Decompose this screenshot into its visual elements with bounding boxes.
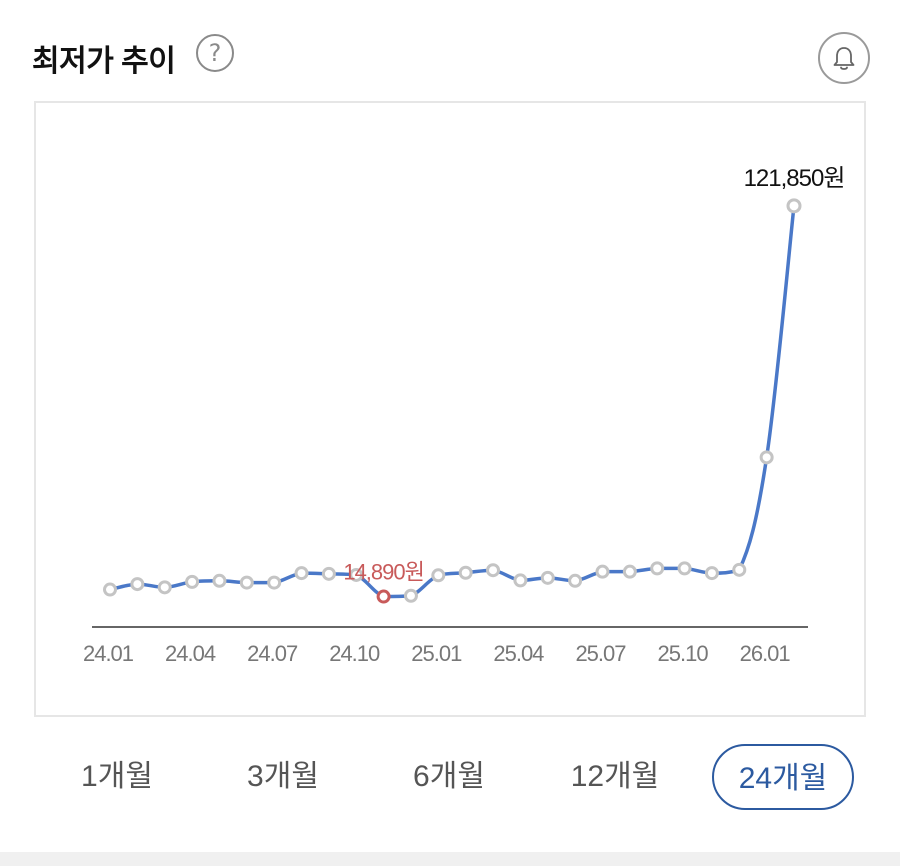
x-tick-label: 24.10 (329, 641, 380, 666)
data-point (540, 570, 555, 585)
x-tick-label: 24.07 (247, 641, 298, 666)
price-alert-button[interactable] (818, 32, 870, 84)
data-point (267, 575, 282, 590)
tab-3-months[interactable]: 3개월 (247, 760, 319, 793)
price-trend-svg: 24.01 24.04 24.07 24.10 25.01 25.04 25.07 25.10… (83, 165, 845, 666)
data-point (321, 566, 336, 581)
data-point (595, 564, 610, 579)
data-point (513, 573, 528, 588)
x-tick-label: 24.04 (165, 641, 216, 666)
data-point (239, 575, 254, 590)
bottom-divider (0, 852, 900, 866)
tab-12-months[interactable]: 12개월 (570, 760, 660, 793)
price-trend-chart: 24.01 24.04 24.07 24.10 25.01 25.04 25.07 25.10… (34, 101, 866, 717)
bell-icon (833, 47, 855, 70)
help-icon[interactable]: ? (196, 34, 234, 72)
period-tabs: 1개월 3개월 6개월 12개월 24개월 (34, 744, 866, 810)
data-point (403, 588, 418, 603)
tab-24-months[interactable]: 24개월 (712, 744, 854, 810)
data-point (486, 563, 501, 578)
data-point (130, 577, 145, 592)
data-point (677, 561, 692, 576)
price-annotations: 14,890원 121,850원 (343, 165, 845, 585)
x-tick-label: 25.01 (411, 641, 462, 666)
data-point (458, 565, 473, 580)
chart-header: 최저가 추이 ? (32, 28, 872, 88)
tab-6-months[interactable]: 6개월 (413, 760, 485, 793)
x-tick-label: 25.07 (575, 641, 626, 666)
data-point (759, 450, 774, 465)
min-price-label: 14,890원 (343, 560, 424, 585)
data-point (103, 582, 117, 597)
x-tick-label: 24.01 (83, 641, 134, 666)
data-point (212, 573, 227, 588)
page-title: 최저가 추이 (32, 45, 176, 78)
data-point (294, 566, 309, 581)
data-point (650, 561, 665, 576)
data-point (349, 567, 364, 582)
x-tick-label: 25.04 (493, 641, 544, 666)
x-tick-label: 26.01 (740, 641, 791, 666)
max-price-label: 121,850원 (744, 165, 845, 192)
data-point (568, 573, 583, 588)
data-point (157, 580, 172, 595)
data-point (786, 198, 802, 214)
data-point (185, 574, 200, 589)
min-price-point (376, 589, 391, 604)
price-line (109, 205, 796, 599)
x-tick-labels: 24.01 24.04 24.07 24.10 25.01 25.04 25.07 25.10… (83, 641, 791, 666)
data-point (704, 566, 719, 581)
data-point (732, 562, 747, 577)
data-point (622, 564, 637, 579)
data-point (431, 568, 446, 583)
tab-1-month[interactable]: 1개월 (81, 760, 153, 793)
data-points (103, 198, 802, 604)
x-tick-label: 25.10 (658, 641, 709, 666)
